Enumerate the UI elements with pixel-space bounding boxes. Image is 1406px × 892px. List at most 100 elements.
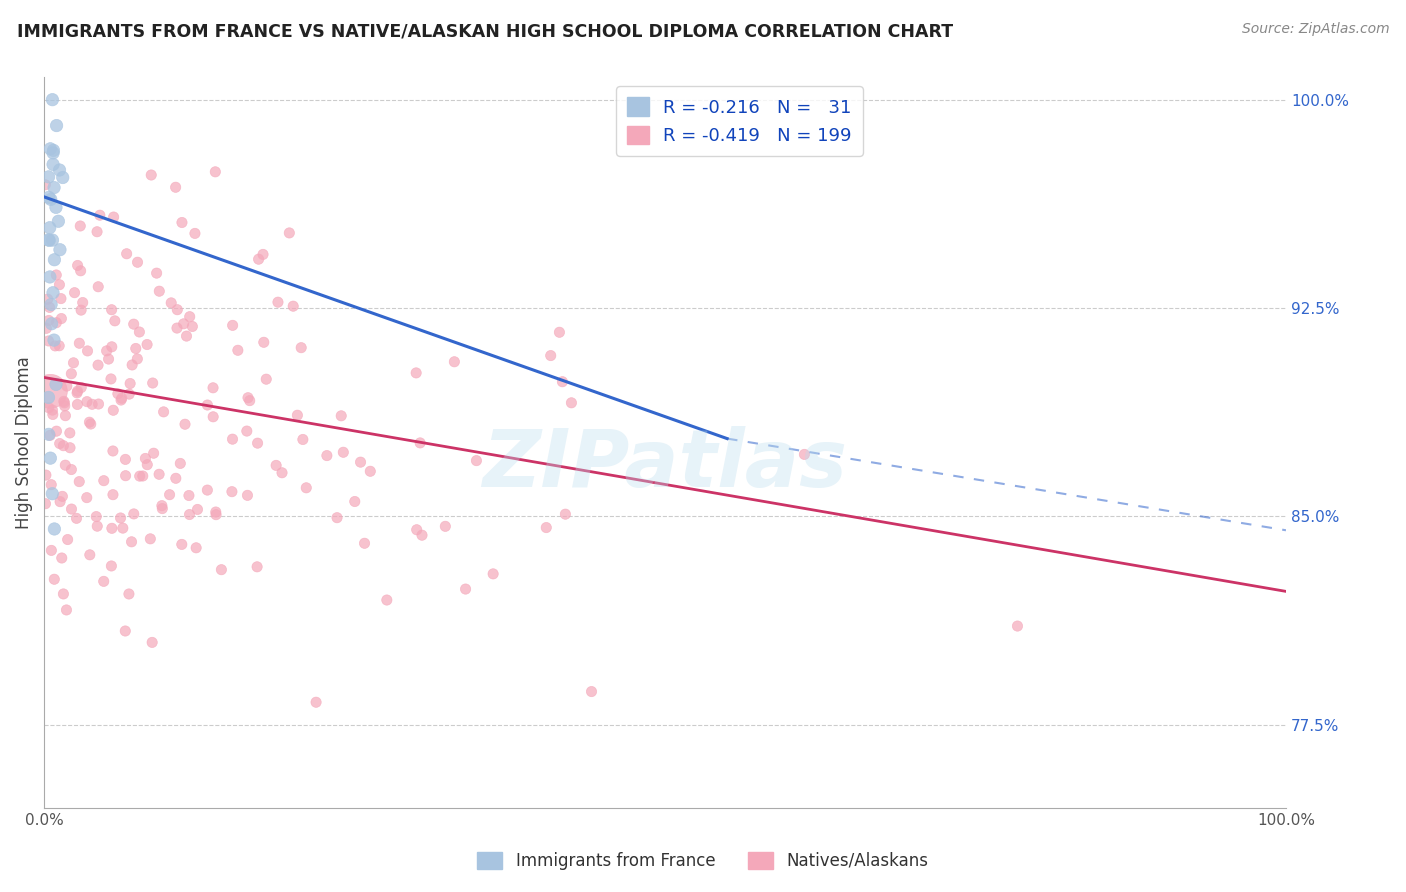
- Point: [39, 297, 62, 311]
- Point: [148, 284, 170, 298]
- Point: [93, 474, 115, 488]
- Point: [132, 469, 155, 483]
- Point: [134, 451, 156, 466]
- Point: [174, 417, 197, 432]
- Point: [434, 519, 457, 533]
- Point: [49, 494, 72, 508]
- Point: [55, 409, 77, 423]
- Point: [45, 377, 67, 392]
- Point: [38, 220, 60, 235]
- Point: [540, 349, 562, 363]
- Point: [45, 316, 67, 330]
- Point: [482, 566, 505, 581]
- Point: [37, 292, 59, 306]
- Point: [35, 321, 58, 335]
- Point: [326, 510, 349, 524]
- Point: [38, 313, 60, 327]
- Point: [39, 142, 62, 156]
- Y-axis label: High School Diploma: High School Diploma: [15, 357, 32, 529]
- Point: [42, 157, 65, 171]
- Point: [69, 264, 91, 278]
- Point: [48, 214, 70, 228]
- Point: [114, 624, 136, 638]
- Point: [150, 501, 173, 516]
- Point: [52, 439, 75, 453]
- Point: [548, 326, 571, 340]
- Point: [114, 468, 136, 483]
- Point: [42, 408, 65, 422]
- Point: [101, 444, 124, 458]
- Point: [103, 210, 125, 224]
- Point: [59, 425, 82, 440]
- Point: [52, 170, 75, 185]
- Point: [96, 343, 118, 358]
- Point: [38, 391, 60, 405]
- Point: [53, 458, 76, 472]
- Point: [67, 336, 90, 351]
- Point: [39, 477, 62, 491]
- Point: [141, 635, 163, 649]
- Point: [278, 226, 301, 240]
- Point: [100, 558, 122, 573]
- Point: [49, 292, 72, 306]
- Point: [136, 337, 159, 351]
- Point: [38, 401, 60, 415]
- Point: [560, 396, 582, 410]
- Point: [82, 397, 104, 411]
- Point: [166, 321, 188, 335]
- Point: [38, 334, 60, 348]
- Point: [35, 468, 58, 483]
- Point: [121, 358, 143, 372]
- Point: [60, 462, 83, 476]
- Point: [141, 168, 163, 182]
- Point: [115, 246, 138, 260]
- Point: [72, 295, 94, 310]
- Point: [176, 329, 198, 343]
- Point: [65, 511, 87, 525]
- Point: [254, 372, 277, 386]
- Point: [295, 481, 318, 495]
- Point: [63, 285, 86, 300]
- Point: [70, 380, 93, 394]
- Point: [48, 277, 70, 292]
- Point: [44, 572, 66, 586]
- Point: [51, 489, 73, 503]
- Point: [42, 285, 65, 300]
- Point: [45, 200, 67, 214]
- Point: [160, 296, 183, 310]
- Point: [349, 455, 371, 469]
- Point: [170, 215, 193, 229]
- Point: [150, 499, 173, 513]
- Point: [44, 522, 66, 536]
- Point: [152, 405, 174, 419]
- Point: [184, 227, 207, 241]
- Point: [110, 392, 132, 407]
- Point: [197, 398, 219, 412]
- Point: [536, 520, 558, 534]
- Point: [45, 119, 67, 133]
- Point: [101, 340, 124, 354]
- Point: [465, 453, 488, 467]
- Point: [89, 208, 111, 222]
- Point: [204, 165, 226, 179]
- Point: [66, 385, 89, 400]
- Point: [343, 494, 366, 508]
- Point: [793, 447, 815, 461]
- Point: [49, 243, 72, 257]
- Point: [79, 415, 101, 429]
- Point: [145, 266, 167, 280]
- Point: [253, 335, 276, 350]
- Point: [42, 180, 65, 194]
- Point: [97, 352, 120, 367]
- Point: [42, 144, 65, 158]
- Point: [52, 587, 75, 601]
- Point: [166, 302, 188, 317]
- Point: [79, 548, 101, 562]
- Point: [62, 356, 84, 370]
- Point: [165, 471, 187, 485]
- Point: [45, 424, 67, 438]
- Point: [48, 339, 70, 353]
- Point: [159, 488, 181, 502]
- Point: [93, 574, 115, 589]
- Point: [226, 343, 249, 358]
